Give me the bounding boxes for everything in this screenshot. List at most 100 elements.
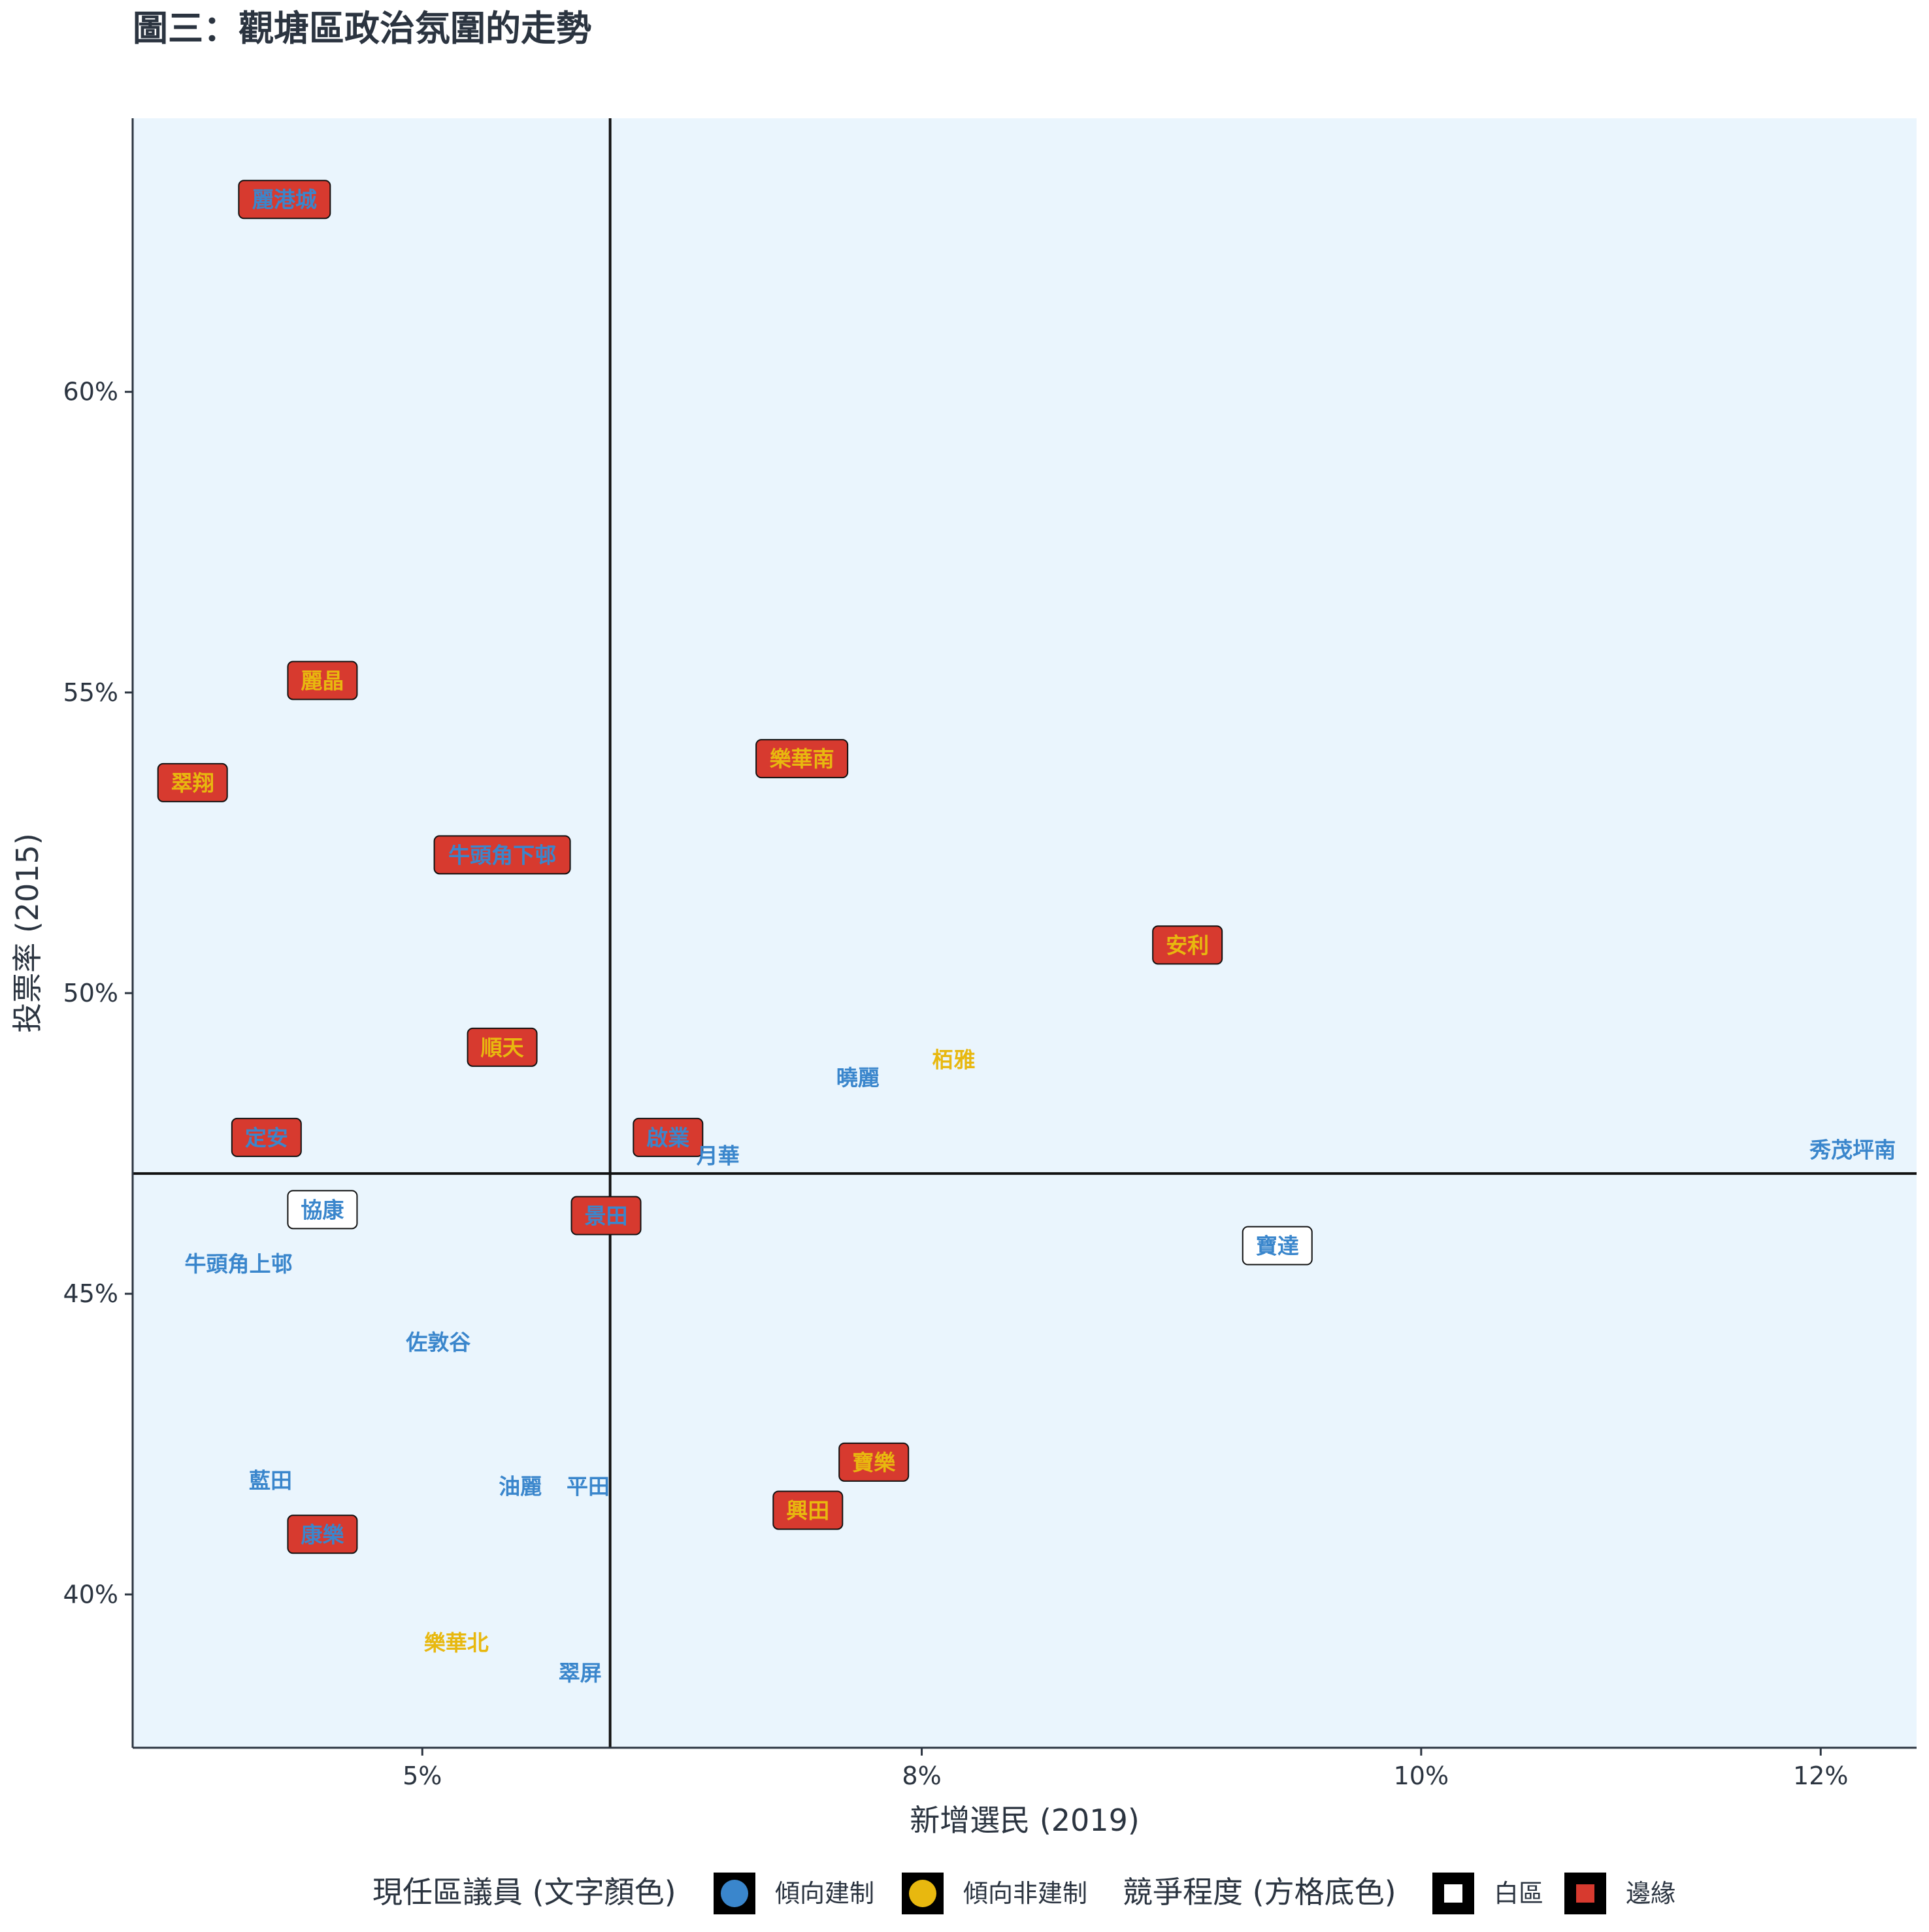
axes	[131, 118, 1917, 1749]
legend-competition-label: 白區	[1494, 1879, 1543, 1908]
marginal-label-box	[287, 1514, 358, 1554]
data-point: 翠屏	[559, 1660, 602, 1686]
data-point-label: 康樂	[301, 1522, 344, 1547]
data-point-label: 月華	[697, 1143, 740, 1169]
data-point-label: 樂華北	[424, 1630, 489, 1656]
data-point: 協康	[287, 1190, 358, 1230]
y-tick-label: 40%	[63, 1580, 118, 1609]
data-point: 康樂	[287, 1514, 358, 1554]
y-tick-label: 60%	[63, 378, 118, 406]
data-point: 順天	[467, 1027, 538, 1067]
marginal-label-box	[433, 835, 571, 875]
data-point-label: 曉麗	[836, 1065, 880, 1090]
legend-camp-label: 傾向建制	[775, 1879, 874, 1908]
marginal-label-box	[772, 1490, 844, 1530]
legend-camp-items: 傾向建制 傾向非建制	[714, 1873, 1087, 1914]
data-point: 曉麗	[836, 1065, 880, 1090]
data-point: 定安	[231, 1117, 302, 1157]
marginal-label-box	[1152, 925, 1223, 965]
data-point-label: 定安	[245, 1125, 288, 1151]
data-point: 樂華北	[424, 1630, 489, 1656]
marginal-label-box	[755, 739, 849, 779]
data-point: 景田	[570, 1196, 642, 1236]
reference-lines	[133, 118, 1917, 1748]
x-tick-label: 10%	[1394, 1761, 1449, 1790]
safe-label-box	[287, 1190, 358, 1230]
data-point: 翠翔	[157, 762, 228, 802]
safe-square-icon	[1444, 1884, 1462, 1903]
legend: 現任區議員 (文字顏色) 傾向建制 傾向非建制 競爭程度 (方格底色) 白區 邊緣	[372, 1873, 1675, 1914]
y-axis-ticks: 40% 45% 50% 55% 60%	[63, 378, 133, 1609]
x-tick-label: 5%	[403, 1761, 442, 1790]
data-point: 牛頭角下邨	[433, 835, 571, 875]
y-axis-title: 投票率 (2015)	[10, 833, 45, 1033]
data-point-label: 牛頭角下邨	[448, 842, 556, 868]
data-point-label: 栢雅	[932, 1047, 975, 1072]
marginal-square-icon	[1576, 1884, 1594, 1903]
marginal-label-box	[570, 1196, 642, 1236]
marginal-label-box	[838, 1442, 910, 1482]
marginal-label-box	[287, 661, 358, 700]
data-point: 啟業	[633, 1117, 704, 1157]
data-point-label: 藍田	[249, 1467, 292, 1493]
data-point: 樂華南	[755, 739, 849, 779]
legend-camp-title: 現任區議員 (文字顏色)	[372, 1875, 676, 1910]
data-point-label: 寶樂	[852, 1450, 896, 1475]
data-point: 安利	[1152, 925, 1223, 965]
data-point-label: 順天	[481, 1035, 524, 1060]
data-point: 寶樂	[838, 1442, 910, 1482]
data-point-label: 翠翔	[171, 770, 214, 796]
marginal-label-box	[467, 1027, 538, 1067]
data-point-label: 秀茂坪南	[1809, 1137, 1896, 1162]
data-point: 麗港城	[238, 180, 331, 220]
data-point: 平田	[567, 1474, 610, 1499]
y-tick-label: 55%	[63, 678, 118, 707]
x-tick-label: 12%	[1793, 1761, 1848, 1790]
non-establishment-dot-icon	[909, 1880, 936, 1907]
data-point-label: 翠屏	[559, 1660, 602, 1686]
x-axis-title: 新增選民 (2019)	[910, 1803, 1140, 1838]
legend-competition-title: 競爭程度 (方格底色)	[1123, 1875, 1396, 1910]
legend-camp-label: 傾向非建制	[963, 1879, 1087, 1908]
data-point: 栢雅	[932, 1047, 975, 1072]
x-axis-ticks: 5% 8% 10% 12%	[403, 1748, 1848, 1790]
marginal-label-box	[238, 180, 331, 220]
data-point: 麗晶	[287, 661, 358, 700]
chart-title: 圖三：觀塘區政治氛圍的走勢	[133, 8, 591, 49]
data-point-label: 安利	[1166, 932, 1209, 958]
data-point-label: 協康	[301, 1197, 344, 1222]
data-point-label: 興田	[786, 1498, 829, 1523]
data-point: 興田	[772, 1490, 844, 1530]
y-tick-label: 45%	[63, 1279, 118, 1308]
data-point: 牛頭角上邨	[185, 1251, 293, 1277]
data-point-label: 寶達	[1256, 1234, 1299, 1259]
data-point-label: 麗港城	[252, 187, 317, 212]
x-tick-label: 8%	[902, 1761, 941, 1790]
data-point: 月華	[697, 1143, 740, 1169]
y-tick-label: 50%	[63, 979, 118, 1007]
marginal-label-box	[157, 762, 228, 802]
marginal-label-box	[231, 1117, 302, 1157]
legend-competition-items: 白區 邊緣	[1432, 1873, 1675, 1914]
pro-establishment-dot-icon	[721, 1880, 748, 1907]
data-point-label: 景田	[585, 1203, 628, 1229]
marginal-label-box	[633, 1117, 704, 1157]
data-point-label: 平田	[567, 1474, 610, 1499]
data-point-label: 牛頭角上邨	[185, 1251, 293, 1277]
legend-competition-label: 邊緣	[1626, 1879, 1675, 1908]
data-point-label: 佐敦谷	[405, 1330, 470, 1355]
data-point-label: 麗晶	[301, 668, 344, 693]
data-point: 秀茂坪南	[1809, 1137, 1896, 1162]
data-point-label: 油麗	[499, 1474, 542, 1499]
safe-label-box	[1242, 1226, 1313, 1266]
data-point-label: 啟業	[646, 1125, 689, 1151]
data-point: 寶達	[1242, 1226, 1313, 1266]
plot-panel	[133, 118, 1917, 1748]
data-point-label: 樂華南	[770, 746, 834, 772]
data-point: 藍田	[249, 1467, 292, 1493]
data-point: 油麗	[499, 1474, 542, 1499]
data-point: 佐敦谷	[405, 1330, 470, 1355]
